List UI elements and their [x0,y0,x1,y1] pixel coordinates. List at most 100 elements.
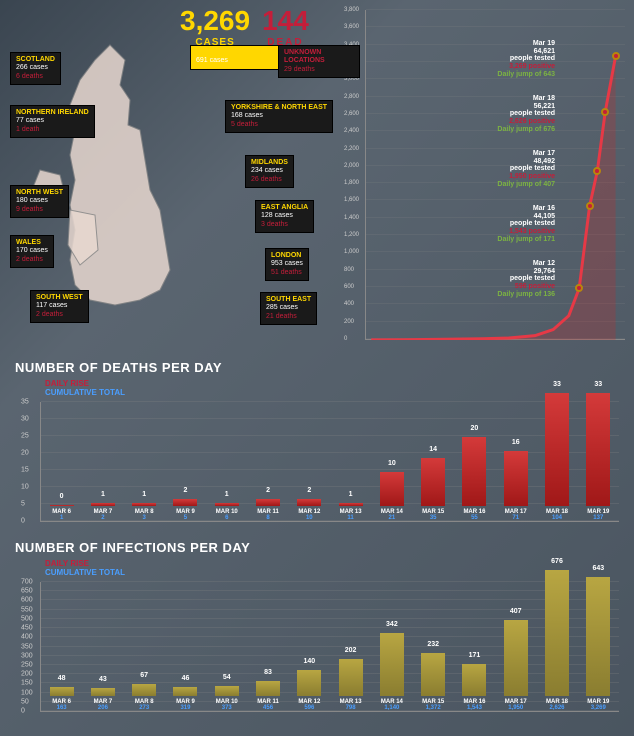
bar: 20 [462,437,486,506]
bar-value: 643 [592,565,604,572]
bar-cumulative: 1,140 [384,705,399,711]
dead-label: DEAD [262,37,309,48]
bar-cumulative: 798 [346,705,356,711]
y-axis-tick: 550 [21,606,33,613]
annotation-date: Mar 19 [497,40,555,48]
bar-cumulative: 2,626 [550,705,565,711]
region-cases: 691 cases [196,57,276,65]
bar-group: 2MAR 95 [165,499,205,521]
bar-cumulative: 11 [347,515,353,521]
bar-group: 46MAR 9319 [165,687,205,711]
bar: 10 [380,472,404,506]
bar-value: 33 [553,381,561,388]
y-axis-tick: 20 [21,450,29,457]
bar-group: 67MAR 8273 [124,684,164,711]
region-name: EAST ANGLIA [261,204,308,212]
bar: 48 [50,687,74,696]
bar-cumulative: 5 [184,515,187,521]
y-axis-tick: 450 [21,625,33,632]
bar: 202 [339,659,363,697]
bar: 407 [504,620,528,696]
bar-value: 0 [60,493,64,500]
annotation-tested: 64,621people tested [497,48,555,63]
bar-group: 1MAR 83 [124,503,164,521]
y-axis-tick: 400 [344,301,354,307]
bar-value: 14 [429,446,437,453]
bar-group: 16MAR 1771 [496,451,536,521]
y-axis-tick: 50 [21,698,29,705]
y-axis-tick: 30 [21,416,29,423]
y-axis-tick: 0 [21,708,25,715]
annotation-tested: 48,492people tested [497,158,555,173]
legend-cumulative: CUMULATIVE TOTAL [45,388,125,397]
y-axis-tick: 2,800 [344,94,359,100]
cumulative-line-chart: 02004006008001,0001,2001,4001,6001,8002,… [365,10,625,340]
region-name: UNKNOWN LOCATIONS [284,49,354,66]
bar-group: 48MAR 6163 [41,687,81,711]
region-deaths: 2 deaths [16,256,48,264]
y-axis-tick: 150 [21,680,33,687]
region-cases: 77 cases [16,117,89,125]
bar-value: 33 [594,381,602,388]
bar-cumulative: 373 [222,705,232,711]
region-name: NORTHERN IRELAND [16,109,89,117]
bar-value: 1 [142,491,146,498]
bar: 2 [256,499,280,506]
y-axis-tick: 3,800 [344,7,359,13]
bar-cumulative: 319 [180,705,190,711]
chart-annotation: Mar 1229,764people tested596 positiveDai… [497,260,555,298]
y-axis-tick: 15 [21,467,29,474]
y-axis-tick: 1,800 [344,180,359,186]
bars-container: 0MAR 611MAR 721MAR 832MAR 951MAR 1062MAR… [41,402,619,521]
bar-group: 14MAR 1535 [413,458,453,521]
annotation-jump: Daily jump of 676 [497,126,555,134]
y-axis-tick: 10 [21,484,29,491]
bar-value: 140 [303,658,315,665]
legend-daily-rise: DAILY RISE [45,559,89,568]
y-axis-tick: 300 [21,652,33,659]
bar: 16 [504,451,528,506]
bar-value: 232 [427,641,439,648]
bar-group: 140MAR 12596 [289,670,329,711]
bar: 2 [173,499,197,506]
chart-annotation: Mar 1964,621people tested3,269 positiveD… [497,40,555,78]
region-deaths: 2 deaths [36,311,83,319]
region-name: LONDON [271,252,303,260]
bar-cumulative: 1,543 [467,705,482,711]
region-cases: 168 cases [231,112,327,120]
region-deaths: 9 deaths [16,206,63,214]
bar-value: 202 [345,647,357,654]
region-deaths: 21 deaths [266,313,311,321]
map-panel: 3,269CASES 144DEAD SCOTLAND266 cases6 de… [0,0,360,350]
bar-value: 2 [184,487,188,494]
bar: 643 [586,577,610,696]
bars-container: 48MAR 616343MAR 720667MAR 827346MAR 9319… [41,582,619,711]
region-name: MIDLANDS [251,159,288,167]
region-cases: 117 cases [36,302,83,310]
bar-cumulative: 35 [430,515,437,521]
bar-group: 232MAR 151,372 [413,653,453,711]
y-axis-tick: 600 [21,597,33,604]
bar: 33 [586,393,610,506]
annotation-tested: 29,764people tested [497,268,555,283]
bar: 54 [215,686,239,696]
y-axis-tick: 650 [21,588,33,595]
y-axis-tick: 0 [344,336,347,342]
region-deaths: 26 deaths [251,176,288,184]
deaths-bar-chart: 051015202530350MAR 611MAR 721MAR 832MAR … [40,402,619,522]
deaths-legend: DAILY RISE CUMULATIVE TOTAL [45,379,619,397]
region-deaths: 29 deaths [284,66,354,74]
bar-group: 643MAR 193,269 [578,577,618,711]
y-axis-tick: 2,200 [344,146,359,152]
region-name: NORTH WEST [16,189,63,197]
annotation-jump: Daily jump of 643 [497,71,555,79]
y-axis-tick: 200 [21,671,33,678]
legend-daily-rise: DAILY RISE [45,379,89,388]
region-box: YORKSHIRE & NORTH EAST168 cases5 deaths [225,100,333,133]
y-axis-tick: 1,400 [344,215,359,221]
region-cases: 285 cases [266,304,311,312]
bar: 33 [545,393,569,506]
annotation-positive: 2,626 positive [497,118,555,126]
region-box: LONDON953 cases51 deaths [265,248,309,281]
bar-value: 48 [58,675,66,682]
